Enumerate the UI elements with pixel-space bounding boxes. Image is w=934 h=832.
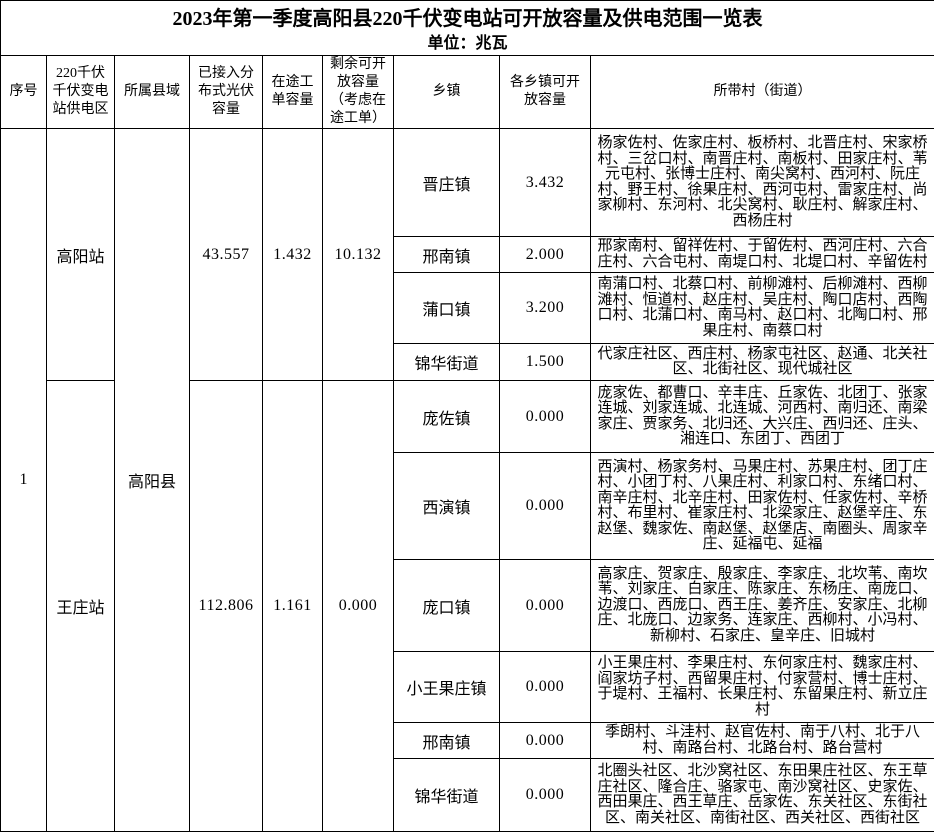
township-cell: 蒲口镇 xyxy=(394,273,500,344)
header-township-capacity: 各乡镇可开放容量 xyxy=(500,56,591,129)
villages-cell: 小王果庄村、李果庄村、东何家庄村、魏家庄村、阎家坊子村、西留果庄村、付家营村、博… xyxy=(591,652,934,723)
township-cell: 庞佐镇 xyxy=(394,381,500,453)
township-cell: 庞口镇 xyxy=(394,560,500,652)
county-cell: 高阳县 xyxy=(115,129,190,832)
township-capacity-cell: 3.200 xyxy=(500,273,591,344)
villages-cell: 杨家佐村、佐家庄村、板桥村、北晋庄村、宋家桥村、三岔口村、南晋庄村、南板村、田家… xyxy=(591,129,934,237)
unit-label: 单位：兆瓦 xyxy=(1,33,934,54)
page-title: 2023年第一季度高阳县220千伏变电站可开放容量及供电范围一览表 xyxy=(1,5,934,33)
township-capacity-cell: 0.000 xyxy=(500,560,591,652)
title-block: 2023年第一季度高阳县220千伏变电站可开放容量及供电范围一览表 单位：兆瓦 xyxy=(1,1,934,56)
township-capacity-cell: 0.000 xyxy=(500,652,591,723)
serial-cell: 1 xyxy=(1,129,47,832)
header-county: 所属县域 xyxy=(115,56,190,129)
station-cell-wangzhuang: 王庄站 xyxy=(47,381,115,832)
villages-cell: 北圈头社区、北沙窝社区、东田果庄社区、东王草庄社区、隆合庄、骆家屯、南沙窝社区、… xyxy=(591,759,934,832)
township-capacity-cell: 3.432 xyxy=(500,129,591,237)
header-remaining: 剩余可开放容量（考虑在途工单） xyxy=(323,56,394,129)
in-transit-cell: 1.432 xyxy=(263,129,323,381)
villages-cell: 代家庄社区、西庄村、杨家屯社区、赵通、北关社区、北街社区、现代城社区 xyxy=(591,344,934,381)
township-capacity-cell: 2.000 xyxy=(500,237,591,273)
township-cell: 锦华街道 xyxy=(394,759,500,832)
villages-cell: 南蒲口村、北蔡口村、前柳滩村、后柳滩村、西柳滩村、恒道村、赵庄村、吴庄村、陶口店… xyxy=(591,273,934,344)
township-cell: 邢南镇 xyxy=(394,723,500,759)
township-capacity-cell: 1.500 xyxy=(500,344,591,381)
township-capacity-cell: 0.000 xyxy=(500,453,591,560)
township-capacity-cell: 0.000 xyxy=(500,381,591,453)
installed-pv-cell: 43.557 xyxy=(190,129,263,381)
table-row: 1 高阳站 高阳县 43.557 1.432 10.132 晋庄镇 3.432 … xyxy=(1,129,934,237)
township-cell: 小王果庄镇 xyxy=(394,652,500,723)
villages-cell: 庞家佐、都曹口、辛丰庄、丘家佐、北团丁、张家连城、刘家连城、北连城、河西村、南归… xyxy=(591,381,934,453)
remaining-cell: 10.132 xyxy=(323,129,394,381)
township-capacity-cell: 0.000 xyxy=(500,759,591,832)
villages-cell: 邢家南村、留祥佐村、于留佐村、西河庄村、六合庄村、六合屯村、南堤口村、北堤口村、… xyxy=(591,237,934,273)
station-cell-gaoyang: 高阳站 xyxy=(47,129,115,381)
header-villages: 所带村（街道） xyxy=(591,56,934,129)
in-transit-cell: 1.161 xyxy=(263,381,323,832)
remaining-cell: 0.000 xyxy=(323,381,394,832)
township-cell: 晋庄镇 xyxy=(394,129,500,237)
header-township: 乡镇 xyxy=(394,56,500,129)
installed-pv-cell: 112.806 xyxy=(190,381,263,832)
township-cell: 邢南镇 xyxy=(394,237,500,273)
villages-cell: 高家庄、贺家庄、殷家庄、李家庄、北坎苇、南坎苇、刘家庄、白家庄、陈家庄、东杨庄、… xyxy=(591,560,934,652)
township-cell: 锦华街道 xyxy=(394,344,500,381)
header-in-transit: 在途工单容量 xyxy=(263,56,323,129)
header-installed-pv: 已接入分布式光伏容量 xyxy=(190,56,263,129)
header-station: 220千伏千伏变电站供电区 xyxy=(47,56,115,129)
township-capacity-cell: 0.000 xyxy=(500,723,591,759)
villages-cell: 西演村、杨家务村、马果庄村、苏果庄村、团丁庄村、小团丁村、八果庄村、利家口村、东… xyxy=(591,453,934,560)
villages-cell: 季朗村、斗洼村、赵官佐村、南于八村、北于八村、南路台村、北路台村、路台营村 xyxy=(591,723,934,759)
township-cell: 西演镇 xyxy=(394,453,500,560)
header-serial: 序号 xyxy=(1,56,47,129)
